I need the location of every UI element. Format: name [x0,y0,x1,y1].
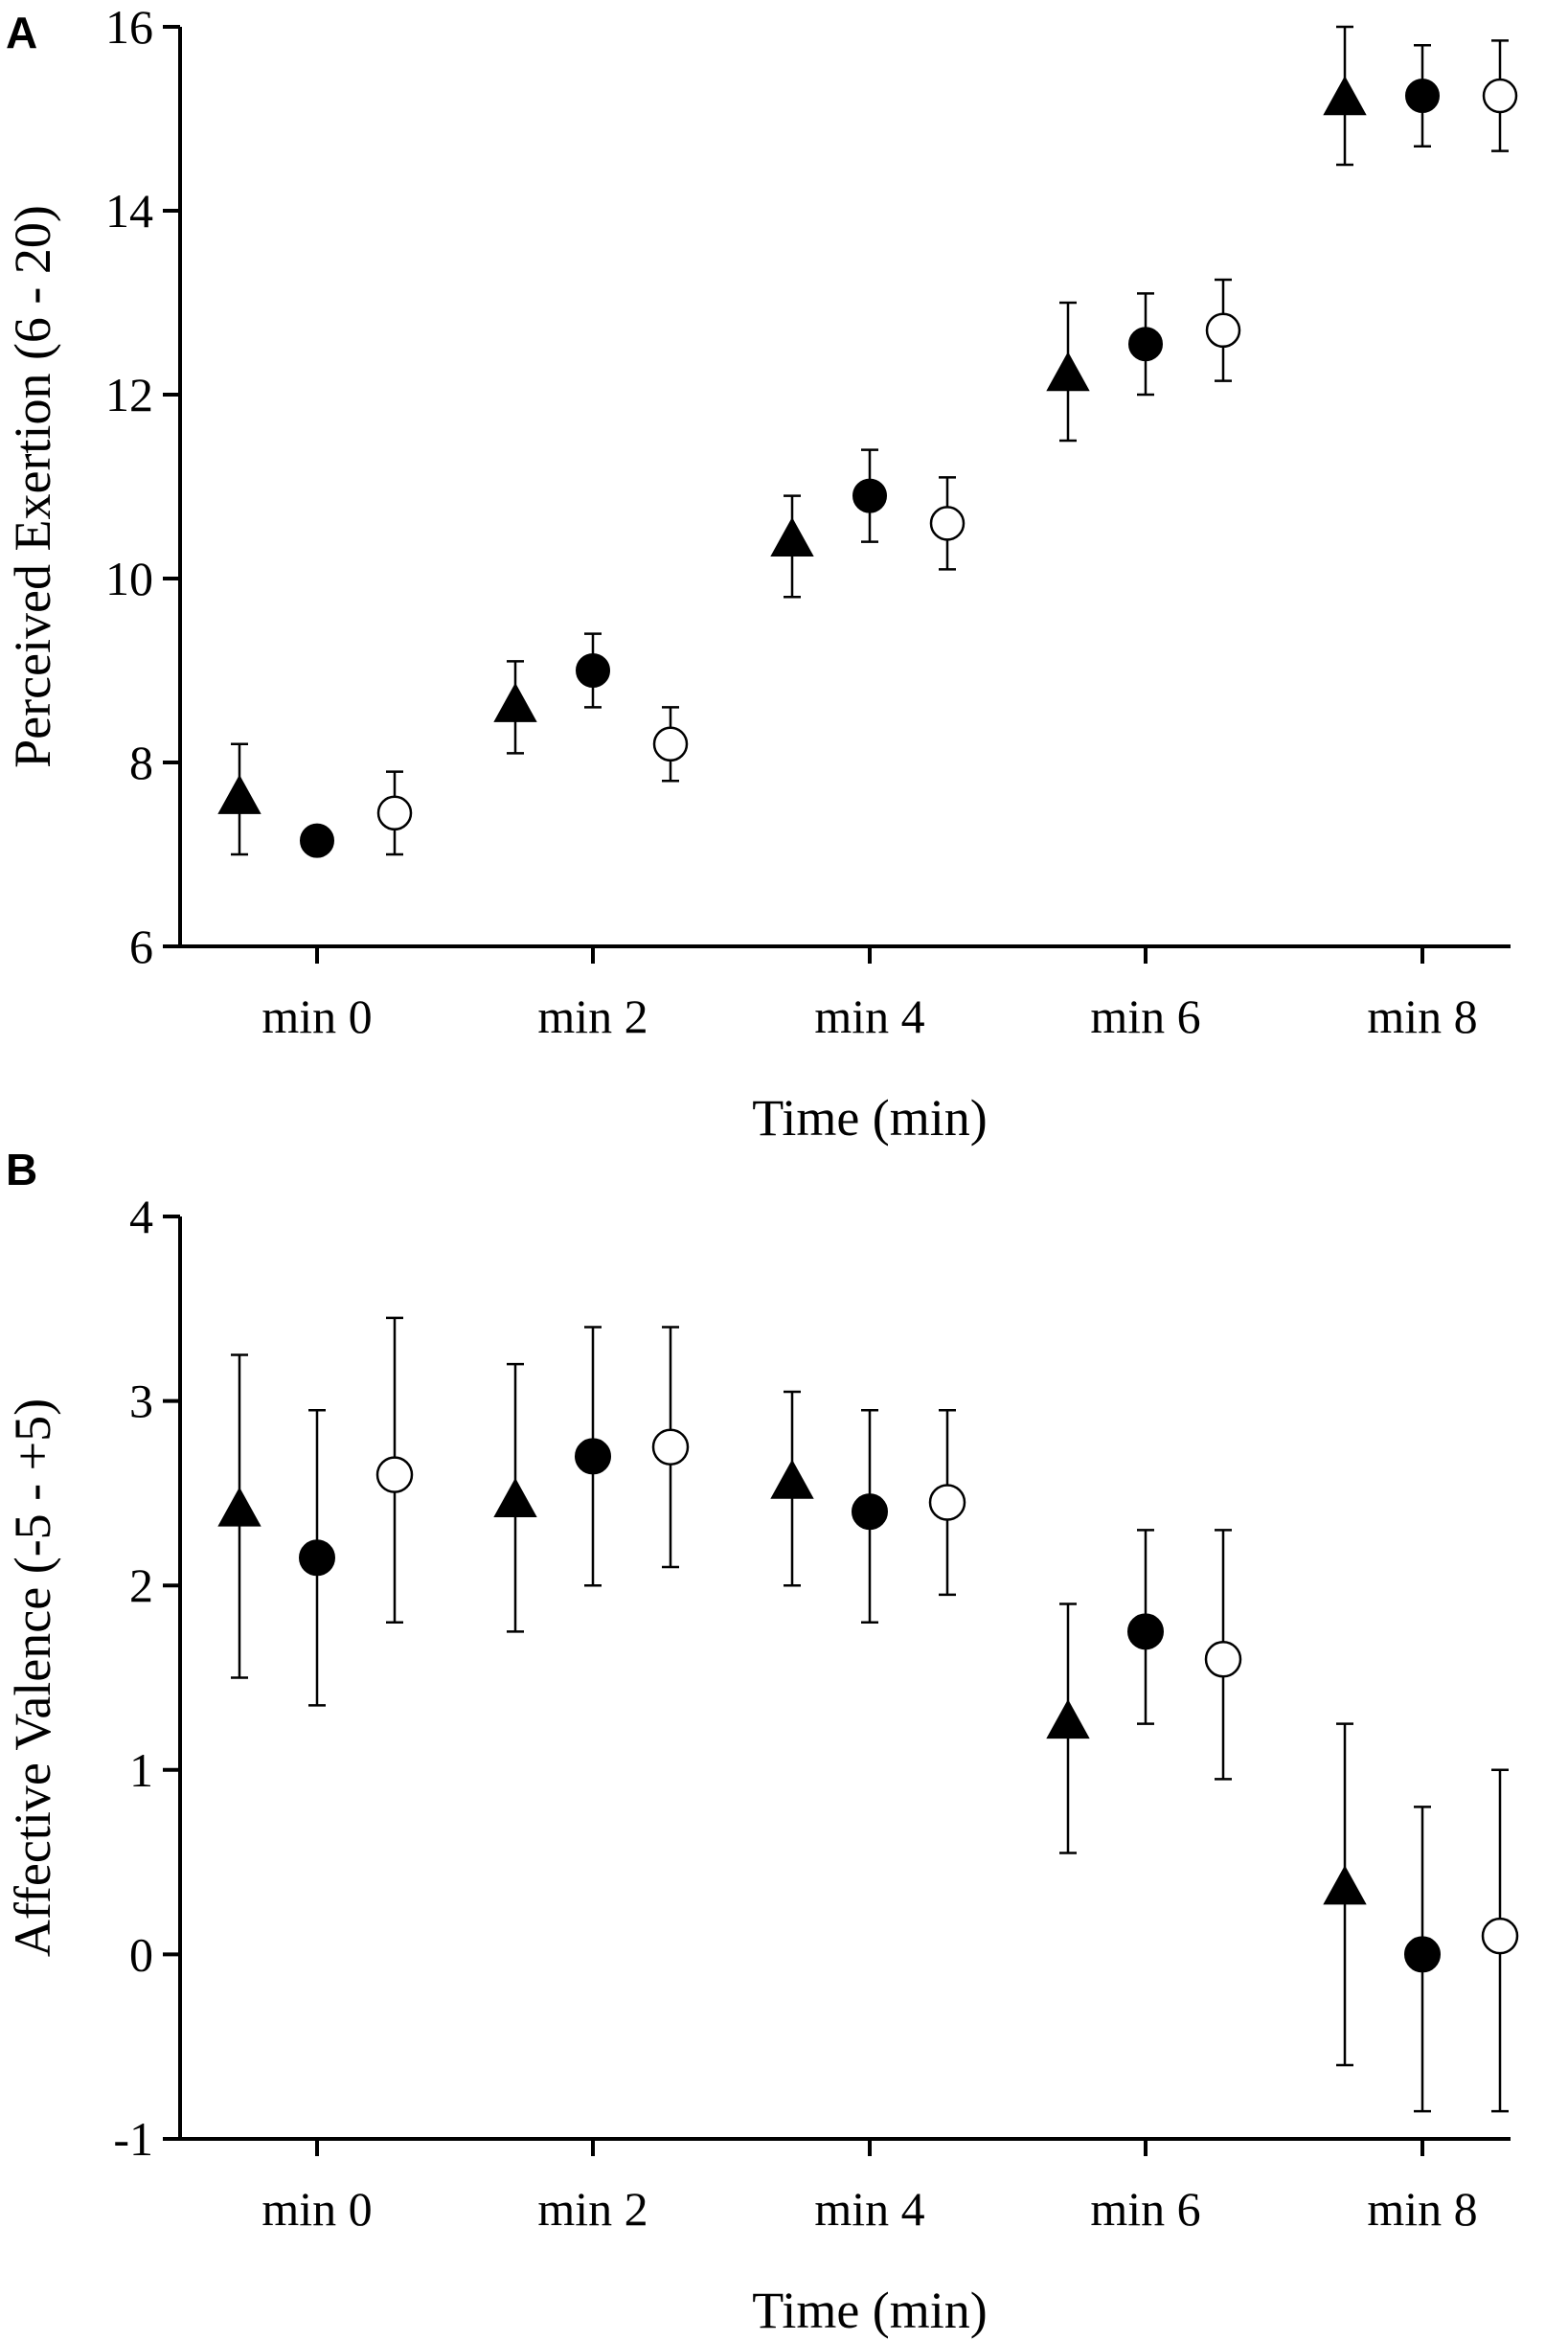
y-tick-label: 10 [105,552,153,605]
x-tick-label: min 6 [1090,989,1200,1043]
triangle-marker [217,774,261,814]
filled-circle-series [299,1326,1441,2113]
y-tick-label: 1 [129,1743,153,1797]
open-circle-marker [375,1456,414,1493]
x-tick-label: min 4 [814,2182,924,2236]
y-axis-label: Affective Valence (-5 - +5) [4,1398,61,1957]
x-tick-label: min 6 [1090,2182,1200,2236]
x-axis-label: Time (min) [752,2282,988,2339]
open-circle-marker [1205,312,1241,349]
x-tick-label: min 2 [537,989,648,1043]
panel-b: B -1 0 1 2 3 4 min 0 min 2 min 4 min 6 min 8 Time (… [4,1145,1519,2339]
filled-circle-marker [852,1493,888,1531]
filled-circle-marker [575,1438,611,1475]
filled-circle-marker [1404,1936,1441,1973]
panel-letter-b: B [6,1145,37,1194]
filled-circle-marker [1128,327,1163,362]
x-tick-label: min 8 [1367,2182,1477,2236]
triangle-marker [1323,1865,1367,1905]
y-tick-label: 0 [129,1927,153,1981]
x-axis-label: Time (min) [752,1089,988,1147]
filled-circle-marker [1405,79,1440,113]
open-circle-series [375,1316,1519,2113]
triangle-marker [1046,352,1090,392]
y-tick-label: 4 [129,1190,153,1243]
y-axis-label: Perceived Exertion (6 - 20) [4,205,61,768]
filled-circle-marker [1127,1613,1164,1650]
open-circle-marker [1481,1917,1519,1955]
open-circle-marker [652,726,689,762]
triangle-series [217,1353,1367,2067]
filled-circle-marker [299,1539,335,1577]
triangle-marker [1323,76,1367,116]
y-tick-label: 6 [129,920,153,973]
triangle-marker [493,682,537,722]
panel-a: A 6 8 10 12 14 16 min 0 min 2 min 4 min 6 min 8 Tim… [4,0,1518,1147]
x-tick-label: min 0 [261,989,372,1043]
y-tick-label: 2 [129,1558,153,1612]
triangle-marker [770,1459,814,1499]
y-tick-label: 12 [105,368,153,421]
triangle-marker [217,1487,261,1527]
open-circle-marker [929,506,966,541]
x-tick-label: min 0 [261,2182,372,2236]
triangle-marker [493,1477,537,1517]
triangle-marker [770,516,814,557]
open-circle-series [376,39,1518,856]
filled-circle-marker [576,653,610,688]
open-circle-marker [651,1428,690,1466]
y-tick-label: 14 [105,184,153,238]
filled-circle-marker [852,478,887,513]
open-circle-marker [928,1484,966,1521]
filled-circle-marker [300,823,334,858]
y-tick-label: 16 [105,0,153,54]
open-circle-marker [1204,1640,1242,1678]
triangle-series [217,25,1367,856]
panel-letter-a: A [6,8,37,57]
filled-circle-series [300,43,1440,858]
y-tick-label: 8 [129,736,153,789]
x-tick-label: min 8 [1367,989,1477,1043]
x-tick-label: min 4 [814,989,924,1043]
open-circle-marker [376,795,413,831]
y-tick-label: 3 [129,1375,153,1428]
y-tick-label: -1 [113,2112,153,2166]
triangle-marker [1046,1699,1090,1739]
open-circle-marker [1482,78,1518,114]
x-tick-label: min 2 [537,2182,648,2236]
